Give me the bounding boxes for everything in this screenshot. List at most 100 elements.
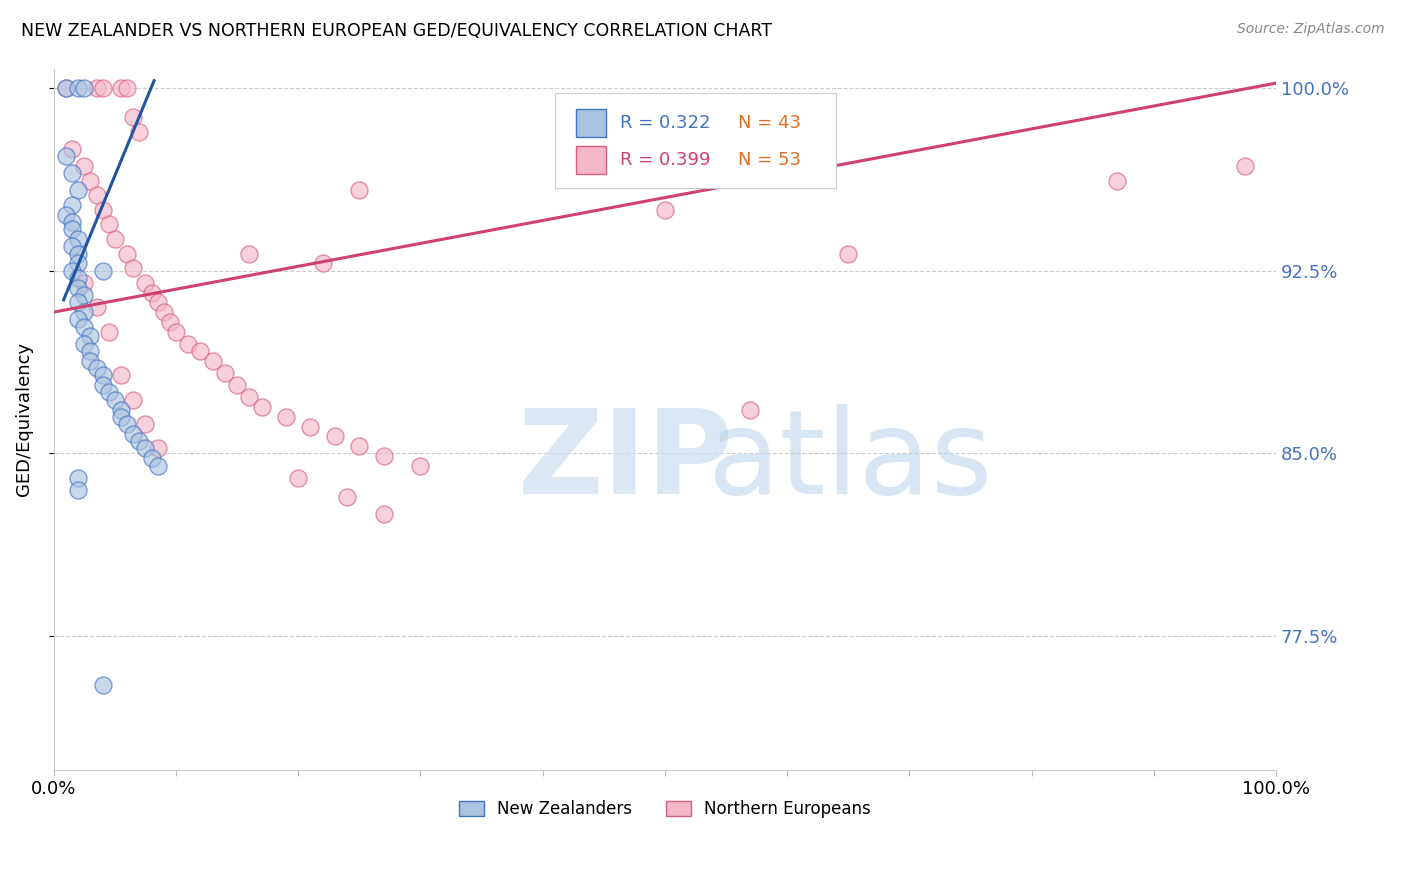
- Point: [104, 392, 127, 407]
- Text: N = 43: N = 43: [738, 113, 801, 131]
- Point: [60, 198, 83, 212]
- Point: [1234, 159, 1257, 173]
- Point: [409, 458, 432, 473]
- Point: [190, 344, 212, 359]
- Point: [159, 315, 181, 329]
- Point: [141, 285, 163, 300]
- Point: [73, 305, 96, 319]
- Point: [128, 434, 150, 449]
- Point: [287, 471, 309, 485]
- Point: [79, 329, 101, 343]
- Point: [91, 263, 114, 277]
- Point: [122, 426, 145, 441]
- Point: [97, 385, 120, 400]
- Point: [60, 263, 83, 277]
- Point: [238, 246, 260, 260]
- Point: [299, 419, 322, 434]
- Point: [67, 232, 90, 246]
- Point: [91, 678, 114, 692]
- Point: [73, 276, 96, 290]
- Point: [141, 451, 163, 466]
- Y-axis label: GED/Equivalency: GED/Equivalency: [15, 343, 32, 496]
- Point: [1107, 173, 1129, 187]
- Point: [110, 402, 132, 417]
- Point: [55, 81, 77, 95]
- Text: R = 0.399: R = 0.399: [620, 151, 710, 169]
- Point: [55, 149, 77, 163]
- Point: [122, 392, 145, 407]
- Point: [110, 368, 132, 383]
- Point: [67, 81, 90, 95]
- Point: [122, 261, 145, 276]
- Point: [110, 81, 132, 95]
- Point: [134, 276, 156, 290]
- Point: [55, 208, 77, 222]
- Point: [274, 409, 297, 424]
- Point: [60, 239, 83, 253]
- Point: [67, 256, 90, 270]
- Text: R = 0.322: R = 0.322: [620, 113, 710, 131]
- Point: [91, 378, 114, 392]
- Point: [67, 295, 90, 310]
- FancyBboxPatch shape: [555, 93, 837, 188]
- Point: [97, 218, 120, 232]
- Point: [226, 378, 249, 392]
- Point: [373, 449, 395, 463]
- Point: [115, 417, 138, 431]
- Point: [134, 417, 156, 431]
- Point: [146, 295, 169, 310]
- Text: Source: ZipAtlas.com: Source: ZipAtlas.com: [1237, 22, 1385, 37]
- Point: [67, 312, 90, 326]
- Point: [73, 288, 96, 302]
- Text: NEW ZEALANDER VS NORTHERN EUROPEAN GED/EQUIVALENCY CORRELATION CHART: NEW ZEALANDER VS NORTHERN EUROPEAN GED/E…: [21, 22, 772, 40]
- Point: [165, 325, 187, 339]
- Point: [115, 81, 138, 95]
- Point: [73, 159, 96, 173]
- Point: [153, 305, 176, 319]
- Point: [67, 483, 90, 497]
- Text: atlas: atlas: [707, 404, 993, 519]
- Point: [122, 110, 145, 124]
- Point: [110, 409, 132, 424]
- Point: [104, 232, 127, 246]
- Point: [250, 400, 273, 414]
- Point: [86, 300, 108, 314]
- Point: [349, 439, 371, 453]
- Point: [91, 368, 114, 383]
- Point: [146, 442, 169, 456]
- Point: [73, 81, 96, 95]
- Point: [60, 166, 83, 180]
- Point: [312, 256, 335, 270]
- Point: [837, 246, 859, 260]
- Point: [146, 458, 169, 473]
- Point: [79, 344, 101, 359]
- Point: [336, 490, 359, 504]
- Point: [60, 215, 83, 229]
- Point: [60, 142, 83, 156]
- Point: [349, 183, 371, 197]
- Point: [91, 81, 114, 95]
- Point: [79, 353, 101, 368]
- Point: [128, 125, 150, 139]
- Point: [134, 442, 156, 456]
- Point: [86, 188, 108, 202]
- FancyBboxPatch shape: [575, 109, 606, 136]
- Text: ZIP: ZIP: [519, 404, 734, 519]
- FancyBboxPatch shape: [575, 145, 606, 174]
- Point: [79, 173, 101, 187]
- Point: [201, 353, 224, 368]
- Text: N = 53: N = 53: [738, 151, 801, 169]
- Point: [740, 402, 762, 417]
- Point: [97, 325, 120, 339]
- Point: [177, 336, 200, 351]
- Legend: New Zealanders, Northern Europeans: New Zealanders, Northern Europeans: [453, 794, 877, 825]
- Point: [67, 471, 90, 485]
- Point: [86, 81, 108, 95]
- Point: [67, 271, 90, 285]
- Point: [238, 390, 260, 404]
- Point: [323, 429, 346, 443]
- Point: [214, 366, 236, 380]
- Point: [60, 222, 83, 236]
- Point: [86, 361, 108, 376]
- Point: [73, 319, 96, 334]
